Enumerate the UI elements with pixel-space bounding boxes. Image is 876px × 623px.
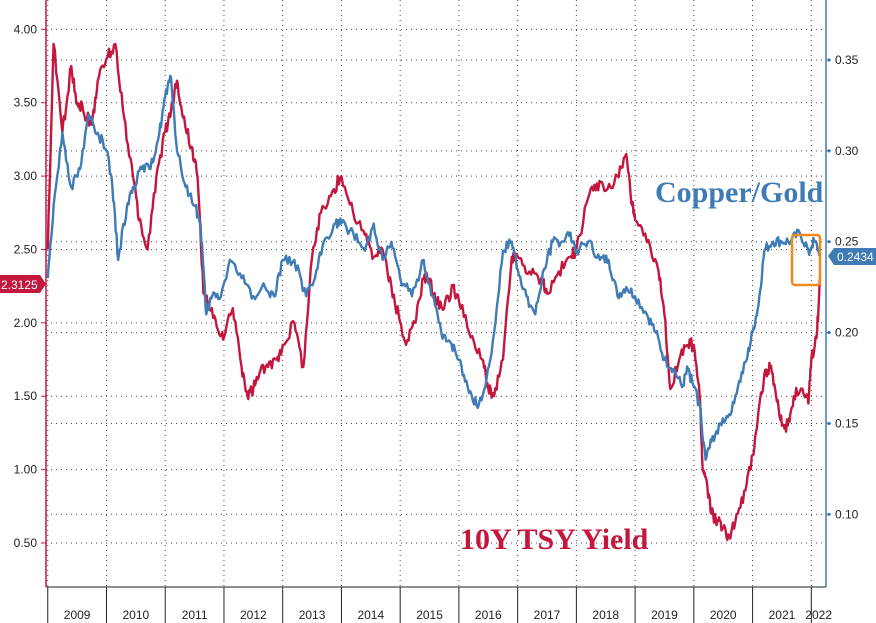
x-tick-label: 2019 [651, 608, 678, 622]
y-left-tick-label: 2.00 [14, 316, 38, 330]
y-right-tick-label: 0.35 [835, 53, 859, 67]
x-tick-label: 2014 [357, 608, 384, 622]
x-tick-label: 2009 [64, 608, 91, 622]
x-tick-label: 2016 [475, 608, 502, 622]
x-tick-label: 2012 [240, 608, 267, 622]
series-lines [46, 42, 822, 542]
x-tick-label: 2015 [416, 608, 443, 622]
y-right-tick-dot [827, 240, 831, 244]
y-right-tick-label: 0.25 [835, 235, 859, 249]
y-left-tick-label: 1.00 [14, 463, 38, 477]
x-tick-label: 2017 [534, 608, 561, 622]
y-right-tick-label: 0.30 [835, 144, 859, 158]
y-left-tick-label: 4.00 [14, 22, 38, 36]
tsy-yield-series-line [46, 42, 822, 542]
tsy-yield-annotation: 10Y TSY Yield [460, 523, 649, 556]
x-tick-label: 2021 [769, 608, 796, 622]
y-right-tick-dot [827, 512, 831, 516]
y-right-tick-dot [827, 330, 831, 335]
x-tick-label: 2011 [182, 608, 208, 622]
y-left-tick-label: 1.50 [14, 389, 38, 403]
copper-gold-series-line [46, 74, 822, 461]
y-right-tick-label: 0.15 [835, 416, 859, 430]
y-right-tick-dot [827, 421, 831, 426]
x-tick-label: 2022 [805, 608, 832, 622]
right-last-value-text: 0.2434 [837, 250, 874, 264]
y-left-tick-label: 2.50 [14, 242, 38, 256]
axes: 2009 2010 2011 2012 2013 2014 2015 2016 2017 2018… [14, 0, 859, 623]
y-left-tick-label: 3.50 [14, 96, 38, 110]
grid-lines [46, 0, 826, 587]
x-tick-label: 2018 [592, 608, 619, 622]
copper-gold-annotation: Copper/Gold [655, 176, 824, 209]
x-tick-label: 2013 [299, 608, 326, 622]
x-tick-label: 2010 [123, 608, 150, 622]
y-right-tick-label: 0.20 [835, 326, 859, 340]
y-left-tick-label: 0.50 [14, 536, 38, 550]
highlight-box [790, 233, 822, 287]
y-right-tick-dot [827, 149, 831, 153]
left-last-value-text: 2.3125 [1, 278, 38, 292]
y-right-tick-dot [827, 58, 831, 62]
y-right-tick-label: 0.10 [835, 507, 859, 521]
right-last-value-badge: 0.2434 [828, 248, 876, 265]
y-left-tick-label: 3.00 [14, 169, 38, 183]
left-last-value-badge: 2.3125 [0, 275, 46, 293]
x-tick-label: 2020 [710, 608, 737, 622]
